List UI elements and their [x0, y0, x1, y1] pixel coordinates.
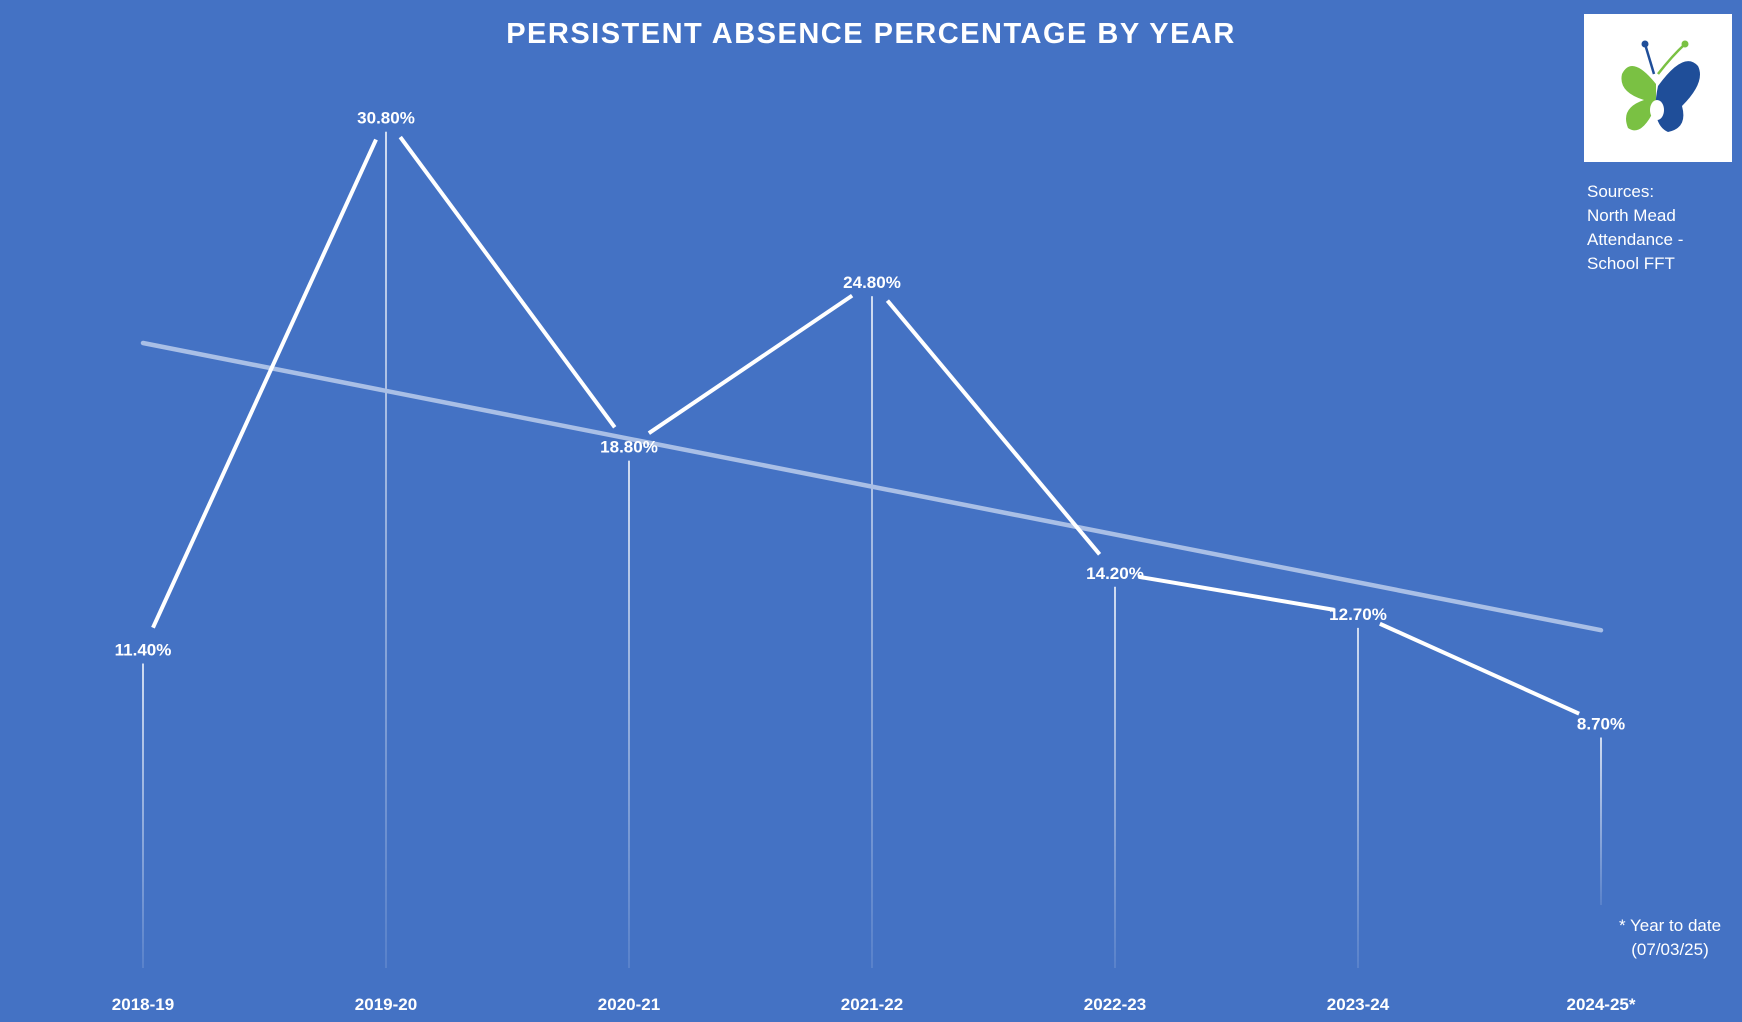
- x-tick-label: 2024-25*: [1566, 995, 1635, 1014]
- sources-line: North Mead: [1587, 206, 1676, 225]
- drop-line: [385, 131, 387, 968]
- chart-title: PERSISTENT ABSENCE PERCENTAGE BY YEAR: [506, 18, 1236, 50]
- data-label: 14.20%: [1086, 564, 1144, 583]
- series-line-segment: [1138, 574, 1335, 612]
- x-tick-label: 2018-19: [112, 995, 174, 1014]
- series-line-segment: [151, 138, 378, 629]
- data-label: 8.70%: [1577, 715, 1625, 734]
- footnote: * Year to date (07/03/25): [1600, 914, 1740, 962]
- drop-line: [871, 296, 873, 968]
- data-label: 11.40%: [115, 641, 172, 660]
- drop-line: [1114, 586, 1116, 968]
- x-tick-label: 2020-21: [598, 995, 660, 1014]
- sources-line: Sources:: [1587, 182, 1655, 201]
- trendline: [140, 340, 1604, 633]
- x-tick-label: 2021-22: [841, 995, 903, 1014]
- footnote-line: * Year to date: [1618, 916, 1722, 935]
- drop-line: [1357, 627, 1359, 968]
- x-tick-label: 2019-20: [355, 995, 417, 1014]
- drop-line: [142, 663, 144, 968]
- sources-line: Attendance -: [1587, 230, 1684, 249]
- butterfly-logo-icon: [1621, 40, 1700, 133]
- x-tick-label: 2022-23: [1084, 995, 1146, 1014]
- data-label: 12.70%: [1329, 605, 1387, 624]
- data-label: 30.80%: [357, 109, 415, 128]
- data-label: 18.80%: [600, 438, 658, 457]
- data-label: 24.80%: [843, 273, 901, 292]
- series-line-segment: [1379, 621, 1580, 716]
- sources-note: Sources: North Mead Attendance - School …: [1587, 180, 1737, 276]
- footnote-line: (07/03/25): [1631, 940, 1709, 959]
- sources-line: School FFT: [1587, 254, 1675, 273]
- series-line-segment: [885, 299, 1102, 556]
- drop-line: [1600, 737, 1602, 905]
- series-line-segment: [647, 293, 854, 435]
- x-tick-label: 2023-24: [1327, 995, 1390, 1014]
- drop-line: [628, 460, 630, 968]
- series-line-segment: [398, 135, 617, 429]
- logo: [1584, 14, 1732, 162]
